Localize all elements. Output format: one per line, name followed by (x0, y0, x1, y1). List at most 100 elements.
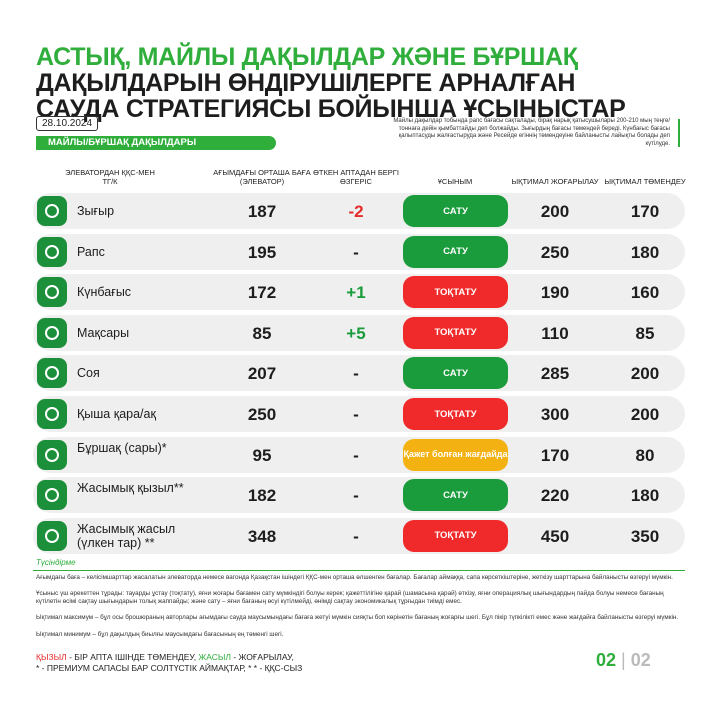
change: - (353, 486, 359, 506)
title-line: САУДА СТРАТЕГИЯСЫ БОЙЫНША ҰСЫНЫСТАР (36, 95, 626, 123)
change: - (353, 526, 359, 546)
footnote: Ықтимал максимум – бұл осы брошюраның ав… (36, 614, 679, 621)
price: 85 (252, 323, 272, 343)
crop-icon (37, 277, 67, 308)
change: -2 (348, 202, 364, 221)
potential-up: 200 (540, 202, 570, 221)
crop-icon (37, 196, 67, 226)
change: - (353, 364, 359, 384)
crop-name: Күнбағыс (77, 285, 132, 300)
potential-up: 170 (540, 445, 570, 465)
price: 172 (247, 283, 277, 303)
recommendation: САТУ (403, 235, 508, 268)
price: 207 (247, 364, 277, 384)
recommendation: ТОҚТАТУ (403, 398, 508, 430)
potential-up: 190 (540, 283, 570, 303)
table-row: Мақсары 85 +5 ТОҚТАТУ 110 85 (33, 314, 685, 351)
rule (33, 570, 685, 571)
page-number: 02 | 02 (596, 650, 651, 670)
price: 187 (247, 202, 277, 221)
legend-red: ҚЫЗЫЛ (36, 652, 67, 662)
potential-up: 220 (540, 486, 570, 506)
change: +1 (346, 283, 366, 303)
legend: ҚЫЗЫЛ - БІР АПТА ІШІНДЕ ТӨМЕНДЕУ, ЖАСЫЛ … (36, 652, 302, 674)
table-row: Жасымық жасыл (үлкен тар) ** 348 - ТОҚТАТУ 4… (33, 517, 685, 554)
legend-green: ЖАСЫЛ (198, 652, 231, 662)
legend-line: * - ПРЕМИУМ САПАСЫ БАР СОЛТҮСТІК АЙМАҚТА… (36, 663, 303, 673)
table-row: Қыша қара/ақ 250 - ТОҚТАТУ 300 200 (33, 396, 685, 432)
crop-icon (37, 399, 67, 429)
change: - (353, 445, 359, 465)
recommendation: САТУ (403, 357, 508, 390)
crop-icon (37, 520, 67, 551)
price: 95 (252, 445, 272, 465)
recommendation: ТОҚТАТУ (403, 519, 508, 552)
table-row: Күнбағыс 172 +1 ТОҚТАТУ 190 160 (33, 274, 685, 311)
potential-down: 180 (630, 486, 660, 506)
price: 182 (247, 486, 277, 506)
footnote: Ықтимал минимум – бұл дақылдың биылғы ма… (36, 631, 284, 638)
table-row: Рапс 195 - САТУ 250 180 (33, 233, 685, 270)
potential-up: 300 (540, 405, 570, 424)
crop-name: Мақсары (77, 325, 130, 340)
potential-down: 200 (630, 364, 660, 384)
potential-down: 85 (635, 323, 655, 343)
crop-icon (37, 439, 67, 470)
crop-name: Бұршақ (сары)* (77, 440, 167, 455)
column-header: ӨТКЕН АПТАДАН БЕРГІ ӨЗГЕРІС (313, 168, 399, 186)
crop-icon (37, 480, 67, 511)
crop-name: Жасымық жасыл (үлкен тар) ** (77, 521, 176, 550)
recommendation: ТОҚТАТУ (403, 316, 508, 349)
recommendation: ТОҚТАТУ (403, 276, 508, 309)
recommendation: САТУ (403, 195, 508, 227)
potential-up: 250 (540, 242, 570, 262)
crop-icon (37, 317, 67, 348)
potential-down: 160 (630, 283, 660, 303)
date: 28.10.2024 (36, 116, 99, 131)
potential-down: 170 (630, 202, 660, 221)
column-header: ЭЛЕВАТОРДАН ҚҚС-МЕН ТГ/К (65, 168, 155, 186)
potential-up: 450 (540, 526, 570, 546)
column-header: АҒЫМДАҒЫ ОРТАША БАҒА (ЭЛЕВАТОР) (213, 168, 311, 186)
potential-down: 80 (635, 445, 655, 465)
note-bar (678, 119, 680, 147)
table-row: Зығыр 187 -2 САТУ 200 170 (33, 193, 685, 229)
table-row: Жасымық қызыл** 182 - САТУ 220 180 (33, 477, 685, 514)
crop-icon (37, 236, 67, 267)
footnote-title: Түсіндірме (36, 558, 76, 567)
title-line: ДАҚЫЛДАРЫН ӨНДІРУШІЛЕРГЕ АРНАЛҒАН (36, 69, 576, 97)
price: 250 (247, 405, 277, 424)
change: - (353, 405, 359, 424)
legend-text: - БІР АПТА ІШІНДЕ ТӨМЕНДЕУ, (66, 652, 199, 662)
crop-name: Зығыр (77, 204, 115, 218)
footnote: Ұсыныс үш әрекеттен тұрады: тауарды ұста… (36, 590, 664, 605)
change: - (353, 242, 359, 262)
price: 195 (247, 242, 277, 262)
table-row: Соя 207 - САТУ 285 200 (33, 355, 685, 392)
potential-down: 350 (630, 526, 660, 546)
crop-name: Қыша қара/ақ (77, 407, 156, 421)
footnote: Ағымдағы баға – келісімшарттар жасалатын… (36, 574, 673, 581)
legend-text: - ЖОҒАРЫЛАУ, (231, 652, 294, 662)
title-line: АСТЫҚ, МАЙЛЫ ДАҚЫЛДАР ЖӘНЕ БҰРШАҚ (36, 43, 578, 71)
potential-down: 180 (630, 242, 660, 262)
column-header: ҰСЫНЫМ (437, 177, 473, 186)
potential-up: 110 (541, 323, 569, 343)
column-header: ЫҚТИМАЛ ЖОҒАРЫЛАУ (511, 177, 599, 186)
recommendation: Қажет болған жағдайда (403, 438, 508, 471)
section: МАЙЛЫ/БҰРШАҚ ДАҚЫЛДАРЫ (36, 136, 276, 150)
crop-icon (37, 358, 67, 389)
potential-up: 285 (540, 364, 570, 384)
column-header: ЫҚТИМАЛ ТӨМЕНДЕУ (604, 177, 686, 186)
crop-name: Рапс (77, 244, 105, 259)
page-total: 02 (630, 650, 651, 670)
note: Майлы дақылдар тобында рапс бағасы сақта… (393, 118, 670, 147)
potential-down: 200 (630, 405, 660, 424)
crop-name: Соя (77, 366, 100, 381)
table-row: Бұршақ (сары)* 95 - Қажет болған жағдайда 17… (33, 436, 685, 473)
page-current: 02 (596, 650, 617, 670)
change: +5 (346, 323, 366, 343)
crop-name: Жасымық қызыл** (77, 481, 184, 496)
recommendation: САТУ (403, 479, 508, 512)
